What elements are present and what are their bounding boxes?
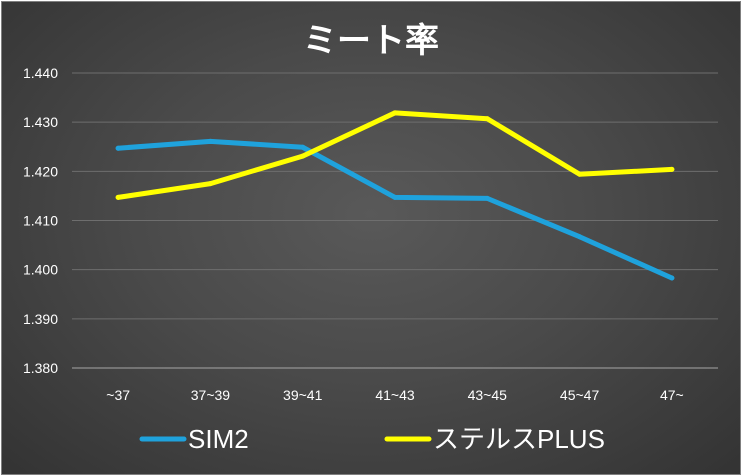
data-point [300, 153, 306, 159]
data-point [392, 194, 398, 200]
series-line-1 [115, 138, 675, 281]
data-point [577, 234, 583, 240]
x-tick-label: 47~ [660, 387, 684, 403]
x-tick-label: ~37 [106, 387, 130, 403]
x-tick-label: 39~41 [283, 387, 323, 403]
data-point [207, 181, 213, 187]
data-point [669, 275, 675, 281]
y-tick-label: 1.430 [23, 114, 58, 130]
legend: SIM2 ステルスPLUS [139, 424, 605, 454]
x-tick-label: 41~43 [375, 387, 415, 403]
series-line-2 [115, 110, 675, 200]
data-point [115, 194, 121, 200]
y-tick-label: 1.400 [23, 262, 58, 278]
data-point [577, 171, 583, 177]
series-lines [115, 110, 675, 281]
legend-label: ステルスPLUS [433, 424, 605, 454]
data-point [392, 110, 398, 116]
y-tick-label: 1.420 [23, 163, 58, 179]
x-axis-ticks: ~37 37~39 39~41 41~43 43~45 45~47 47~ [106, 387, 683, 403]
x-tick-label: 43~45 [468, 387, 508, 403]
x-tick-label: 37~39 [191, 387, 231, 403]
y-axis-ticks: 1.380 1.390 1.400 1.410 1.420 1.430 1.440 [23, 65, 58, 376]
data-point [207, 138, 213, 144]
data-point [300, 144, 306, 150]
x-tick-label: 45~47 [560, 387, 600, 403]
y-tick-label: 1.410 [23, 213, 58, 229]
y-tick-label: 1.380 [23, 360, 58, 376]
data-point [484, 195, 490, 201]
y-tick-label: 1.440 [23, 65, 58, 81]
data-point [484, 116, 490, 122]
data-point [669, 166, 675, 172]
y-tick-label: 1.390 [23, 311, 58, 327]
legend-label: SIM2 [188, 424, 249, 454]
gridlines [72, 72, 718, 369]
chart-title: ミート率 [303, 21, 439, 61]
data-point [115, 145, 121, 151]
